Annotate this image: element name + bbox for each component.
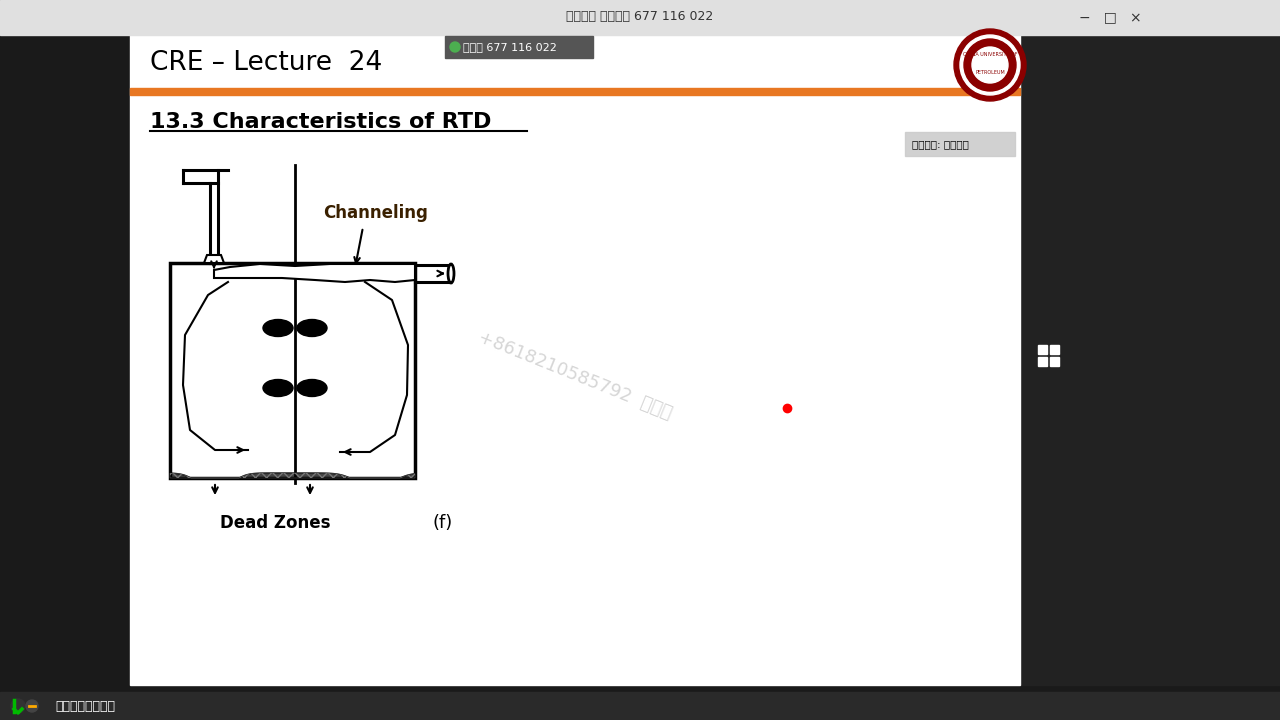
Text: +8618210585792  小成老: +8618210585792 小成老 (476, 328, 675, 422)
Polygon shape (214, 264, 415, 282)
Text: Channeling: Channeling (323, 204, 428, 222)
Text: 正在讲话: 蓝老师；: 正在讲话: 蓝老师； (911, 139, 969, 149)
Circle shape (972, 47, 1009, 83)
Bar (1050, 357, 1059, 366)
Bar (131, 88, 1020, 95)
Circle shape (954, 29, 1027, 101)
Polygon shape (170, 473, 415, 478)
Bar (0, 692, 1280, 720)
Text: CRE – Lecture  24: CRE – Lecture 24 (150, 50, 383, 76)
Circle shape (26, 700, 38, 712)
Text: 腾讯会议 会议号： 677 116 022: 腾讯会议 会议号： 677 116 022 (566, 11, 714, 24)
Circle shape (964, 39, 1016, 91)
Ellipse shape (448, 264, 454, 283)
Text: 会议号 677 116 022: 会议号 677 116 022 (463, 42, 557, 52)
Bar (1038, 345, 1047, 354)
Text: 蓝老师的屏幕共享: 蓝老师的屏幕共享 (55, 700, 115, 713)
Bar (0, 0, 1280, 35)
Bar (1050, 345, 1059, 354)
Bar (170, 263, 415, 478)
Ellipse shape (297, 379, 326, 397)
Polygon shape (204, 255, 224, 263)
Text: ♥: ♥ (982, 55, 998, 74)
Circle shape (451, 42, 460, 52)
Bar (131, 35, 1020, 685)
Text: PETROLEUM: PETROLEUM (975, 71, 1005, 76)
Ellipse shape (262, 379, 293, 397)
Ellipse shape (297, 320, 326, 336)
Bar (905, 132, 1015, 156)
Text: CHINA UNIVERSITY OF: CHINA UNIVERSITY OF (963, 53, 1018, 58)
Text: Dead Zones: Dead Zones (220, 514, 330, 532)
Text: −   □   ×: − □ × (1079, 10, 1142, 24)
Ellipse shape (262, 320, 293, 336)
Bar (445, 36, 593, 58)
Bar (1038, 357, 1047, 366)
Circle shape (960, 35, 1020, 95)
Circle shape (12, 699, 26, 713)
Text: 13.3 Characteristics of RTD: 13.3 Characteristics of RTD (150, 112, 492, 132)
Text: (f): (f) (433, 514, 452, 532)
Bar (1020, 35, 1280, 685)
